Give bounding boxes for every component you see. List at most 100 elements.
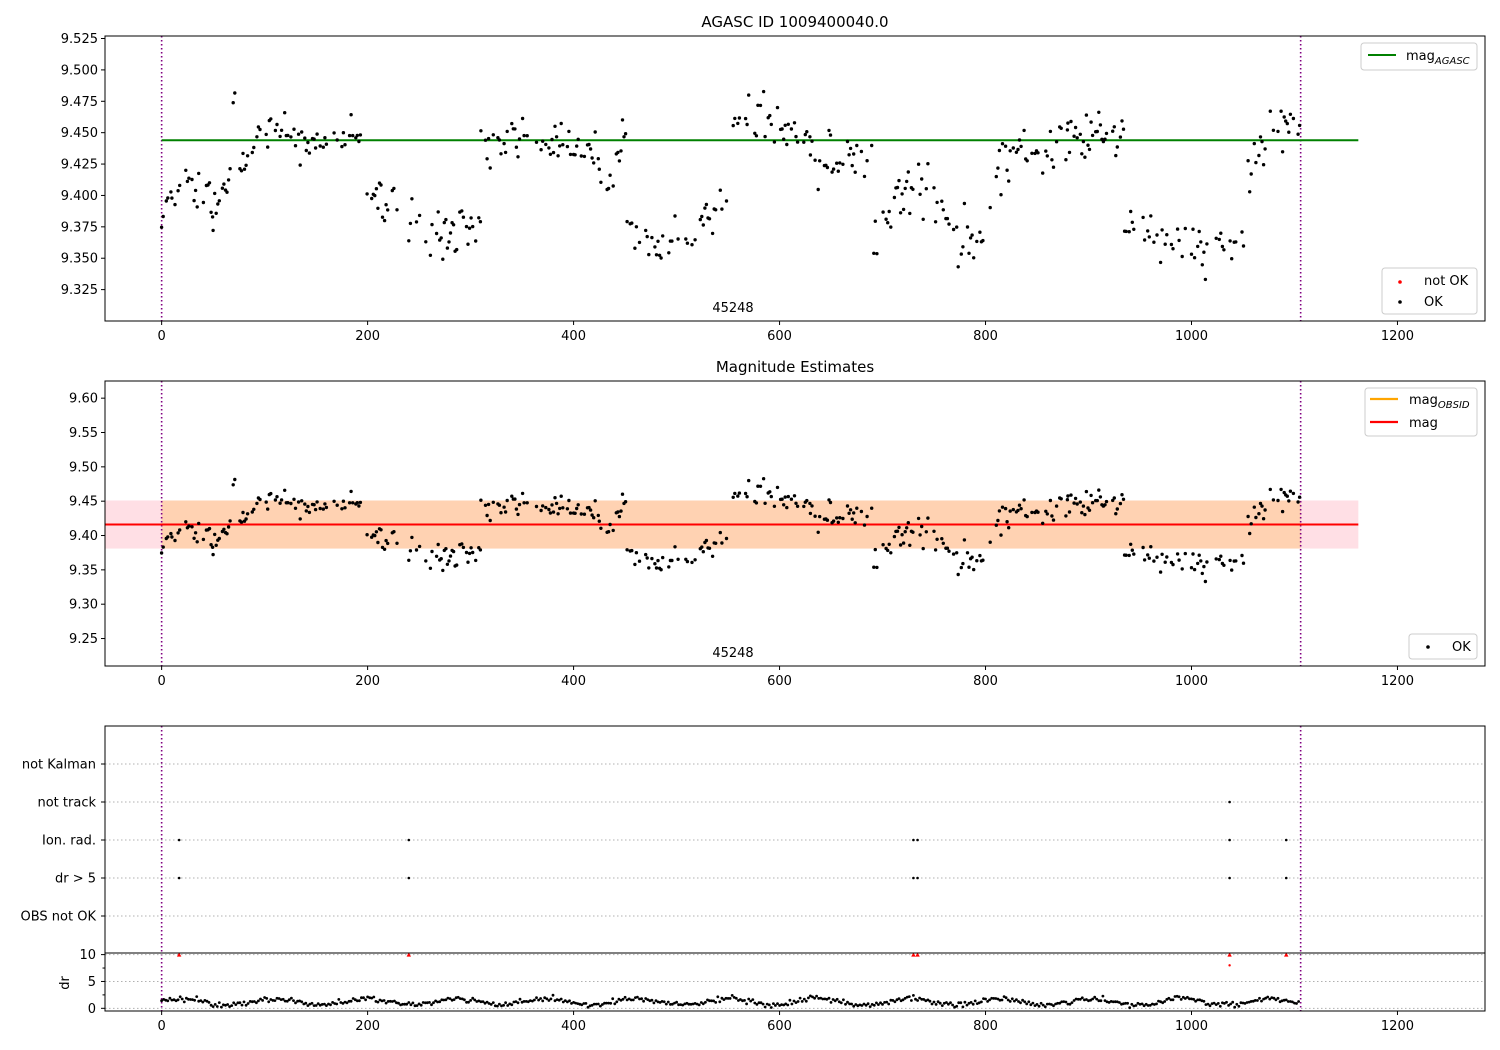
data-point <box>945 216 950 221</box>
dr-point <box>751 998 755 1001</box>
dr-point <box>580 1003 584 1007</box>
data-point <box>491 133 495 137</box>
data-point <box>1142 558 1147 562</box>
data-point <box>242 167 247 171</box>
data-point <box>1059 497 1063 501</box>
data-point <box>1084 489 1089 494</box>
dr-point <box>743 999 746 1002</box>
data-point <box>244 517 248 521</box>
x-tick-label: 200 <box>355 329 380 344</box>
data-point <box>556 512 560 516</box>
dr-point <box>215 1005 219 1008</box>
data-point <box>1030 151 1034 155</box>
dr-point <box>1035 1003 1039 1006</box>
dr-point <box>1146 1004 1150 1007</box>
data-point <box>1104 131 1109 136</box>
data-point <box>548 152 553 156</box>
data-point <box>593 130 597 134</box>
dr-point <box>650 998 654 1002</box>
data-point <box>881 543 885 547</box>
legend-label-ok: OK <box>1424 295 1443 310</box>
data-point <box>516 155 520 159</box>
data-point <box>592 161 596 165</box>
flag-point <box>1228 838 1231 842</box>
data-point <box>300 130 304 134</box>
dr-tick-label: 5 <box>88 975 96 990</box>
data-point <box>1183 226 1188 231</box>
data-point <box>1165 555 1169 559</box>
dr-point <box>477 999 481 1003</box>
data-point <box>810 504 814 508</box>
data-point <box>300 499 304 503</box>
dr-point <box>1128 1006 1132 1010</box>
dr-point <box>240 1003 244 1007</box>
data-point <box>838 161 842 165</box>
data-point <box>617 159 622 163</box>
data-point <box>407 558 411 562</box>
data-point <box>376 206 380 210</box>
data-point <box>547 146 551 150</box>
data-point <box>1197 553 1201 557</box>
data-point <box>502 141 506 146</box>
data-point <box>1097 110 1101 115</box>
data-point <box>1197 229 1201 234</box>
data-point <box>838 516 842 520</box>
data-point <box>513 127 517 131</box>
dr-point <box>407 1001 411 1004</box>
dr-point <box>786 1003 790 1007</box>
data-point <box>460 209 464 213</box>
dr-point <box>1052 1004 1055 1008</box>
x-tick-label: 200 <box>355 1019 380 1034</box>
data-point <box>424 240 428 244</box>
data-point <box>166 535 170 539</box>
dr-point <box>341 1002 345 1005</box>
data-point <box>1080 511 1084 515</box>
data-point <box>502 505 506 509</box>
data-point <box>417 213 422 218</box>
data-point <box>754 134 759 138</box>
data-point <box>298 163 302 167</box>
data-point <box>428 253 433 257</box>
y-tick-label: 9.35 <box>69 563 98 578</box>
data-point <box>323 502 327 506</box>
data-point <box>1248 190 1252 194</box>
dr-point <box>496 1004 499 1008</box>
data-point <box>321 507 325 511</box>
data-point <box>965 225 970 229</box>
data-point <box>178 528 182 532</box>
dr-point <box>759 1001 763 1005</box>
data-point <box>497 503 502 507</box>
dr-point <box>732 996 736 999</box>
flag-points <box>177 800 1288 880</box>
data-point <box>1072 134 1076 138</box>
data-point <box>758 103 763 108</box>
data-point <box>213 532 217 537</box>
data-point <box>478 548 483 552</box>
dr-point <box>320 1003 324 1006</box>
data-point <box>999 533 1003 537</box>
dr-point <box>687 1002 691 1006</box>
data-point <box>961 561 965 566</box>
data-point <box>197 521 201 526</box>
dr-point <box>870 1003 874 1006</box>
data-point <box>582 512 587 516</box>
data-point <box>831 167 836 171</box>
dr-point <box>285 999 289 1003</box>
data-point <box>808 153 813 157</box>
data-point <box>1158 260 1163 265</box>
data-point <box>633 246 637 250</box>
data-point <box>656 558 660 563</box>
data-point <box>704 538 709 543</box>
dr-point <box>362 996 365 1000</box>
data-point <box>908 543 912 547</box>
dr-point <box>1153 1003 1156 1006</box>
dr-point <box>1284 998 1288 1002</box>
data-point <box>901 541 906 545</box>
data-point <box>503 510 508 514</box>
data-point <box>859 509 864 514</box>
dr-point <box>617 997 621 1001</box>
flag-label: dr > 5 <box>55 872 96 887</box>
data-point <box>808 501 812 506</box>
data-point <box>1217 557 1222 562</box>
data-point <box>903 530 907 534</box>
